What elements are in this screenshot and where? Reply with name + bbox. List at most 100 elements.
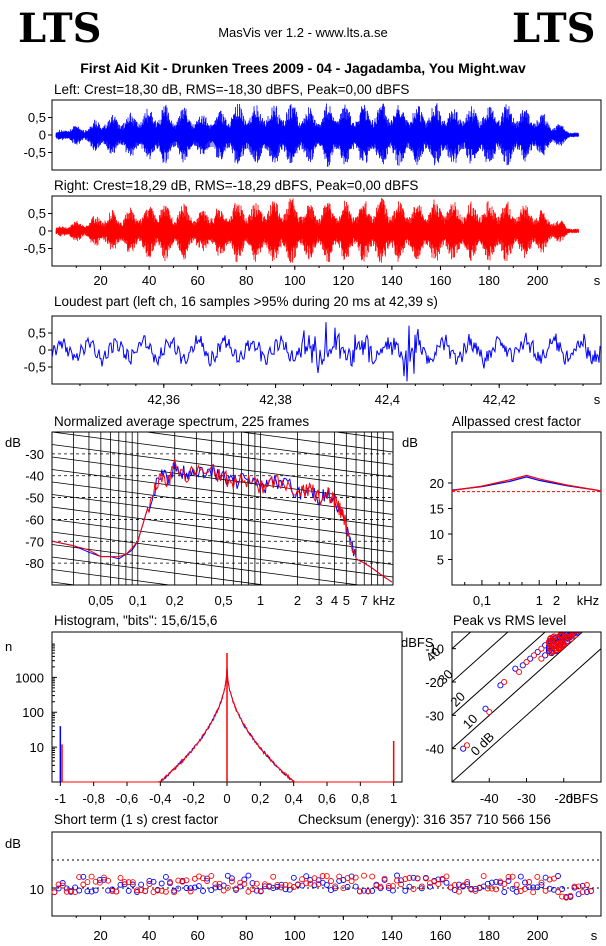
pvr-ytick-label: -30	[425, 708, 444, 723]
short-term-point-right	[377, 883, 384, 890]
short-term-point-left	[410, 874, 417, 881]
pvr-point-right	[523, 658, 530, 666]
short-term-xtick-label: 160	[430, 928, 452, 943]
pvr-point-left	[559, 625, 564, 630]
short-term-point-right	[497, 878, 504, 885]
histogram-xtick-label: 0	[223, 791, 230, 806]
short-term-point-left	[522, 879, 528, 886]
short-term-point-right	[488, 885, 495, 892]
short-term-point-right	[162, 888, 169, 895]
short-term-point-right	[361, 872, 367, 879]
apcrest-ytick-label: 5	[437, 553, 444, 568]
apcrest-ytick-label: 20	[430, 476, 444, 491]
pvr-point-right	[580, 614, 585, 619]
lts-logo-left: LTS	[18, 5, 102, 52]
short-term-point-right	[266, 883, 273, 889]
spectrum-tilt-line	[52, 357, 393, 402]
spectrum-tilt-line	[52, 607, 393, 652]
lts-logo-right: LTS	[512, 5, 596, 52]
spectrum-tilt-line	[52, 432, 393, 478]
short-term-point-right	[200, 875, 206, 882]
short-term-point-left	[249, 880, 256, 887]
short-term-xtick-label: 180	[478, 928, 500, 943]
short-term-point-right	[356, 888, 363, 895]
histogram-xtick-label: 0,4	[285, 791, 303, 806]
pvr-point-right	[572, 632, 578, 634]
pvr-point-left	[579, 625, 584, 630]
short-term-point-right	[270, 873, 277, 880]
loudest-xtick-label: 42,42	[483, 392, 516, 407]
pvr-point-left	[583, 612, 588, 617]
short-term-point-right	[579, 889, 586, 896]
short-term-point-right	[59, 882, 66, 889]
peak-vs-rms-title: Peak vs RMS level	[453, 613, 567, 628]
spectrum-ytick-label: -60	[25, 512, 44, 527]
spectrum-tilt-line	[333, 432, 393, 440]
file-title: First Aid Kit - Drunken Trees 2009 - 04 …	[80, 60, 526, 76]
short-term-point-right	[431, 878, 438, 885]
right-channel-ytick-label: 0	[39, 224, 46, 239]
pvr-point-left	[482, 705, 489, 712]
short-term-point-right	[88, 873, 95, 880]
short-term-point-right	[575, 883, 582, 890]
short-term-point-left	[63, 885, 70, 892]
short-term-point-left	[344, 884, 351, 890]
short-term-point-right	[332, 883, 339, 890]
short-term-point-left	[290, 874, 297, 881]
short-term-xtick-label: 100	[284, 928, 306, 943]
pvr-point-left	[579, 613, 584, 618]
short-term-point-right	[443, 873, 450, 880]
spectrum-tilt-line	[52, 444, 393, 490]
apcrest-series-left	[451, 476, 602, 492]
right-channel-xtick-label: 160	[430, 273, 452, 288]
pvr-point-right	[583, 620, 588, 625]
histogram-xtick-label: 0,2	[251, 791, 269, 806]
short-term-point-right	[315, 881, 322, 888]
short-term-point-right	[134, 887, 140, 894]
spectrum-xtick-label: 0,5	[215, 593, 233, 608]
short-term-point-left	[286, 886, 293, 893]
pvr-point-right	[580, 608, 585, 613]
short-term-point-right	[493, 886, 500, 893]
short-term-point-left	[493, 878, 500, 885]
short-term-point-left	[464, 881, 471, 888]
short-term-point-right	[505, 873, 512, 880]
short-term-point-left	[187, 885, 194, 892]
spectrum-xtick-label: 5	[343, 593, 350, 608]
short-term-point-left	[517, 873, 524, 880]
pvr-point-right	[538, 655, 545, 662]
short-term-point-right	[464, 879, 471, 885]
pvr-point-left	[575, 620, 580, 625]
short-term-point-right	[336, 873, 343, 880]
loudest-part-title: Loudest part (left ch, 16 samples >95% d…	[54, 294, 438, 309]
pvr-point-right	[577, 616, 582, 621]
pvr-point-left	[576, 620, 581, 625]
short-term-point-left	[559, 886, 566, 892]
short-term-point-left	[394, 872, 400, 879]
short-term-point-right	[550, 875, 557, 882]
spectrum-xtick-label: 0,1	[129, 593, 147, 608]
spectrum-title: Normalized average spectrum, 225 frames	[54, 414, 310, 429]
spectrum-tilt-line	[52, 556, 268, 585]
short-term-point-right	[559, 893, 566, 900]
short-term-point-right	[410, 886, 417, 892]
histogram-xtick-label: 1	[390, 791, 397, 806]
spectrum-tilt-line	[52, 569, 173, 585]
pvr-point-left	[566, 625, 571, 630]
short-term-point-left	[80, 873, 87, 880]
pvr-xtick-label: -40	[480, 791, 499, 806]
spectrum-tilt-line	[52, 481, 393, 528]
short-term-point-left	[332, 885, 339, 892]
pvr-point-left	[583, 616, 588, 621]
pvr-point-left	[583, 615, 588, 620]
short-term-point-right	[422, 875, 429, 882]
short-term-point-right	[129, 879, 136, 886]
short-term-point-right	[241, 880, 248, 887]
short-term-point-right	[187, 888, 194, 895]
short-term-xunit: s	[591, 928, 598, 943]
short-term-ytick-label: 10	[30, 882, 44, 897]
short-term-point-right	[175, 877, 182, 884]
pvr-ytick-label: -40	[425, 742, 444, 757]
histogram-ytick-label: 10	[30, 740, 44, 755]
short-term-point-right	[406, 875, 413, 881]
